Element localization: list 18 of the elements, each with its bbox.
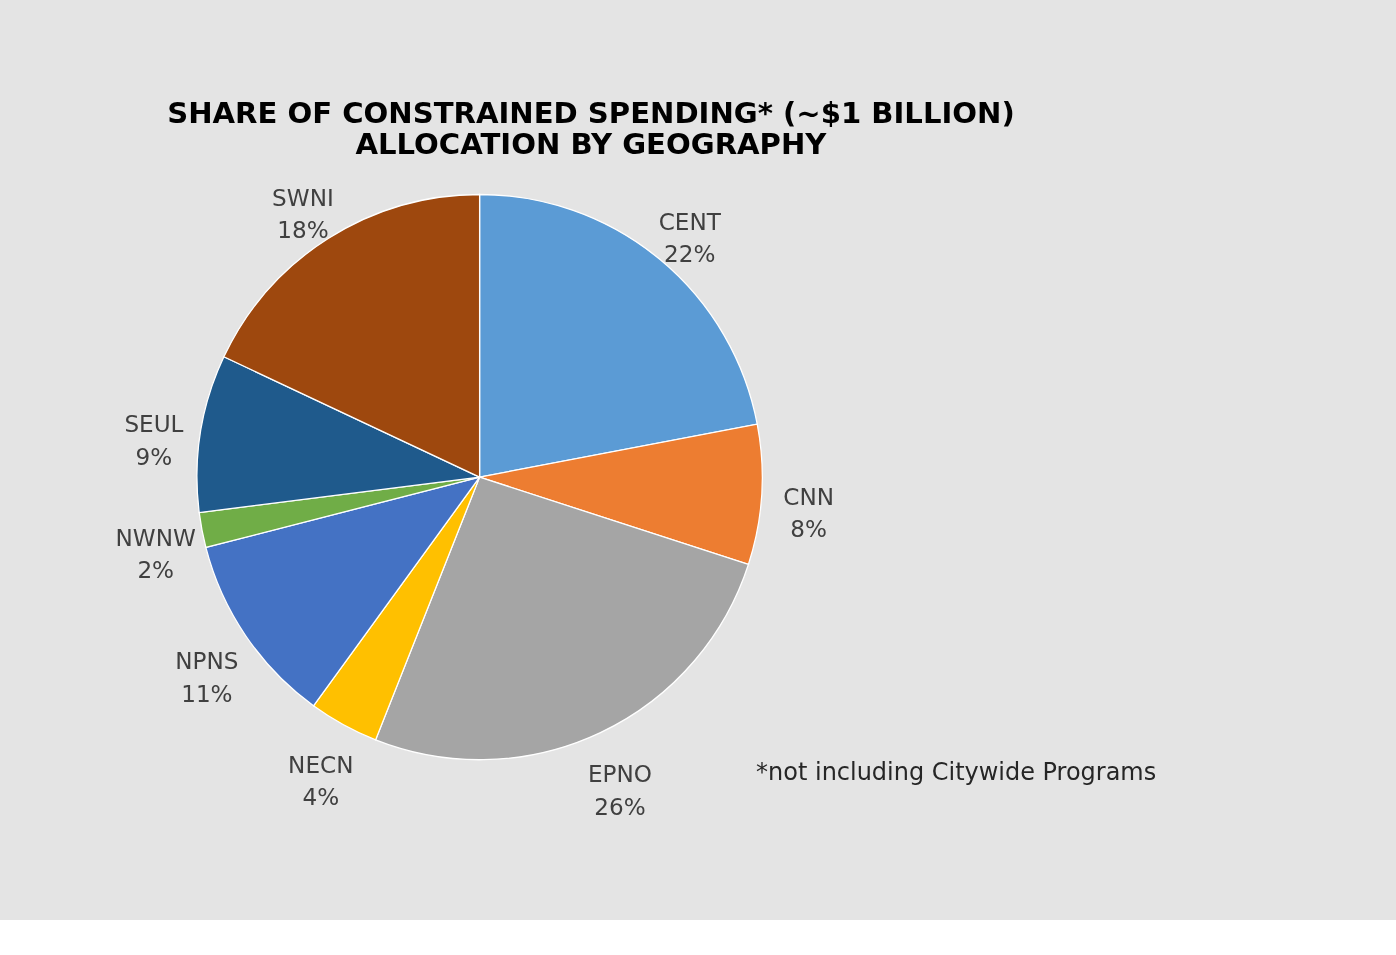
data-label: 18% — [277, 217, 329, 244]
slice-label: SWNI — [272, 184, 334, 211]
chart-title: SHARE OF CONSTRAINED SPENDING* (~$1 BILLION) ALLOCATION BY GEOGRAPHY — [167, 96, 1015, 162]
slice-label: EPNO — [587, 761, 653, 788]
text: *not including Citywide Programs — [756, 758, 1157, 787]
data-label: 9% — [135, 443, 173, 470]
data-label: 22% — [664, 241, 716, 268]
slice-label: NPNS — [175, 648, 239, 675]
data-label: 8% — [790, 516, 828, 543]
data-label: 26% — [594, 793, 646, 820]
slice-label: CENT — [658, 208, 722, 235]
slice-label: NECN — [288, 751, 354, 778]
slice-label: CNN — [783, 483, 835, 510]
slice-label: NWNW — [115, 524, 196, 551]
slice-label: SEUL — [124, 411, 184, 438]
data-label: 11% — [181, 680, 233, 707]
data-label: 2% — [137, 557, 175, 584]
data-label: 4% — [302, 784, 340, 811]
